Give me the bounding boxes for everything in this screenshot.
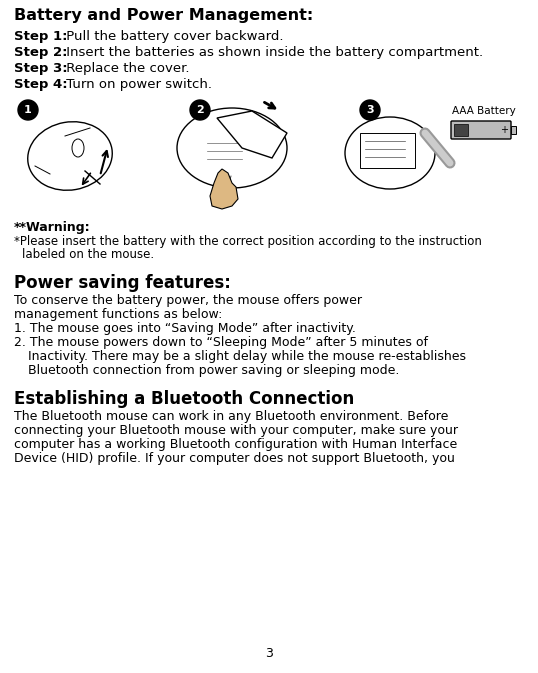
- Circle shape: [190, 100, 210, 120]
- Text: To conserve the battery power, the mouse offers power: To conserve the battery power, the mouse…: [14, 294, 362, 307]
- Circle shape: [18, 100, 38, 120]
- Text: Turn on power switch.: Turn on power switch.: [62, 78, 212, 91]
- Text: computer has a working Bluetooth configuration with Human Interface: computer has a working Bluetooth configu…: [14, 438, 457, 451]
- Text: **Warning:: **Warning:: [14, 221, 90, 234]
- Text: 1: 1: [24, 105, 32, 115]
- Text: 2. The mouse powers down to “Sleeping Mode” after 5 minutes of: 2. The mouse powers down to “Sleeping Mo…: [14, 336, 428, 349]
- Text: Bluetooth connection from power saving or sleeping mode.: Bluetooth connection from power saving o…: [28, 364, 399, 377]
- Text: Step 2:: Step 2:: [14, 46, 67, 59]
- Text: Replace the cover.: Replace the cover.: [62, 62, 189, 75]
- Text: labeled on the mouse.: labeled on the mouse.: [22, 248, 154, 261]
- Text: Step 4:: Step 4:: [14, 78, 68, 91]
- Text: 2: 2: [196, 105, 204, 115]
- Text: Pull the battery cover backward.: Pull the battery cover backward.: [62, 30, 284, 43]
- Text: *Please insert the battery with the correct position according to the instructio: *Please insert the battery with the corr…: [14, 235, 482, 248]
- Bar: [454, 124, 468, 136]
- Text: Battery and Power Management:: Battery and Power Management:: [14, 8, 313, 23]
- Text: 3: 3: [366, 105, 374, 115]
- Text: Device (HID) profile. If your computer does not support Bluetooth, you: Device (HID) profile. If your computer d…: [14, 452, 455, 465]
- Text: AAA Battery: AAA Battery: [452, 106, 516, 116]
- Text: Establishing a Bluetooth Connection: Establishing a Bluetooth Connection: [14, 390, 354, 408]
- Text: Inactivity. There may be a slight delay while the mouse re-establishes: Inactivity. There may be a slight delay …: [28, 350, 466, 363]
- Bar: [511, 126, 516, 134]
- Circle shape: [360, 100, 380, 120]
- Text: 3: 3: [265, 647, 273, 660]
- Text: Step 1:: Step 1:: [14, 30, 67, 43]
- Text: Power saving features:: Power saving features:: [14, 274, 231, 292]
- Polygon shape: [217, 111, 287, 158]
- Text: Step 3:: Step 3:: [14, 62, 68, 75]
- Text: The Bluetooth mouse can work in any Bluetooth environment. Before: The Bluetooth mouse can work in any Blue…: [14, 410, 448, 423]
- FancyBboxPatch shape: [451, 121, 511, 139]
- Text: +: +: [500, 125, 508, 135]
- Bar: [360, 133, 415, 168]
- Polygon shape: [210, 169, 238, 209]
- Text: 1. The mouse goes into “Saving Mode” after inactivity.: 1. The mouse goes into “Saving Mode” aft…: [14, 322, 356, 335]
- Text: connecting your Bluetooth mouse with your computer, make sure your: connecting your Bluetooth mouse with you…: [14, 424, 458, 437]
- Text: Insert the batteries as shown inside the battery compartment.: Insert the batteries as shown inside the…: [62, 46, 483, 59]
- Text: management functions as below:: management functions as below:: [14, 308, 222, 321]
